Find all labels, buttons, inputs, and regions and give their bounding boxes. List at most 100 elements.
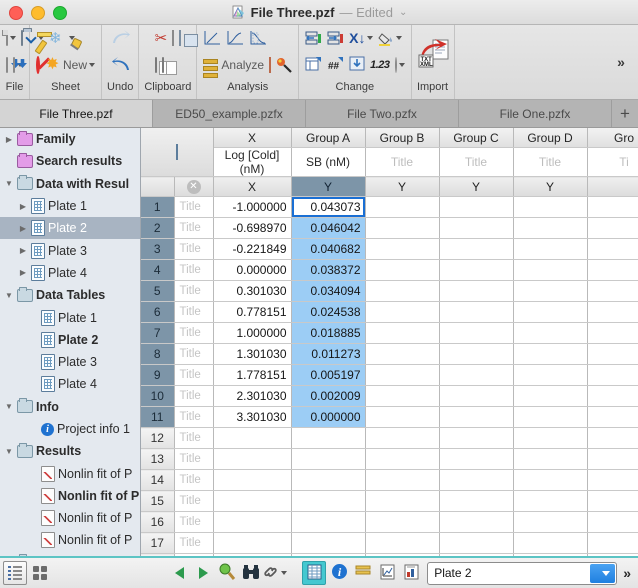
interpolate-button[interactable] <box>268 53 272 77</box>
info-sheets-button[interactable]: i <box>328 562 350 584</box>
open-file-button[interactable] <box>20 26 37 50</box>
cell-empty[interactable] <box>587 448 638 470</box>
chevron-down-icon[interactable] <box>89 63 96 67</box>
redo-button[interactable] <box>109 26 131 50</box>
save-button[interactable] <box>5 53 20 77</box>
cell-empty[interactable] <box>365 343 440 365</box>
row-title-cell[interactable]: Title <box>174 364 214 386</box>
status-overflow-button[interactable]: » <box>623 565 631 581</box>
table-row[interactable]: 15 Title <box>141 490 638 512</box>
cell-x[interactable] <box>213 490 292 512</box>
row-number[interactable]: 12 <box>141 427 175 449</box>
chevron-down-icon[interactable] <box>10 36 16 40</box>
table-body[interactable]: 1 Title -1.000000 0.043073 2 Title -0.698970 0.… <box>141 196 638 556</box>
cell-empty[interactable] <box>587 364 638 386</box>
cell-group-a[interactable] <box>291 469 366 491</box>
row-number[interactable]: 17 <box>141 532 175 554</box>
sidebar-item[interactable]: ▼ Data with Resul <box>0 173 140 195</box>
sidebar-item[interactable]: ▶Plate 3 <box>0 351 140 373</box>
disclosure-triangle-right-icon[interactable]: ▶ <box>5 134 13 144</box>
row-number[interactable]: 3 <box>141 238 175 260</box>
cell-empty[interactable] <box>513 406 588 428</box>
column-subtitle-x[interactable]: Log [Cold] (nM) <box>213 147 292 177</box>
row-title-cell[interactable]: Title <box>174 532 214 554</box>
cell-empty[interactable] <box>587 196 638 218</box>
cell-empty[interactable] <box>587 322 638 344</box>
cell-group-a[interactable]: 0.018885 <box>291 322 366 344</box>
cell-empty[interactable] <box>365 532 440 554</box>
cell-x[interactable]: 0.000000 <box>213 259 292 281</box>
column-subtitle-group-e[interactable]: Ti <box>587 147 638 177</box>
cell-x[interactable]: -0.698970 <box>213 217 292 239</box>
xy-label-x[interactable]: X <box>213 176 292 197</box>
cell-empty[interactable] <box>513 301 588 323</box>
navigator-grid-view-button[interactable] <box>29 562 51 584</box>
results-sheets-button[interactable] <box>352 562 374 584</box>
xy-label-group-d[interactable]: Y <box>513 176 588 197</box>
row-number[interactable]: 5 <box>141 280 175 302</box>
sidebar-item[interactable]: ▶Plate 2 <box>0 329 140 351</box>
cell-empty[interactable] <box>513 280 588 302</box>
cell-x[interactable]: 1.301030 <box>213 343 292 365</box>
cell-group-a[interactable] <box>291 511 366 533</box>
cell-empty[interactable] <box>439 196 514 218</box>
cell-group-a[interactable] <box>291 553 366 556</box>
cell-empty[interactable] <box>439 427 514 449</box>
chevron-down-icon[interactable] <box>68 36 75 40</box>
table-row[interactable]: 2 Title -0.698970 0.046042 <box>141 217 638 239</box>
analyze-button[interactable]: Analyze <box>202 53 265 78</box>
column-header-group-b[interactable]: Group B <box>365 128 440 148</box>
cell-empty[interactable] <box>439 259 514 281</box>
cell-empty[interactable] <box>365 238 440 260</box>
row-number[interactable]: 7 <box>141 322 175 344</box>
row-title-cell[interactable]: Title <box>174 259 214 281</box>
cell-empty[interactable] <box>439 343 514 365</box>
row-title-cell[interactable]: Title <box>174 238 214 260</box>
cell-x[interactable] <box>213 448 292 470</box>
navigator-sidebar[interactable]: ▶Family▶Search results▼Data with Resul▶P… <box>0 128 141 556</box>
cut-button[interactable]: ✂ <box>154 26 169 50</box>
data-tables-button[interactable] <box>302 561 327 585</box>
cell-empty[interactable] <box>365 490 440 512</box>
maximize-window-button[interactable] <box>53 6 67 20</box>
row-title-cell[interactable]: Title <box>174 511 214 533</box>
row-number[interactable]: 4 <box>141 259 175 281</box>
cell-empty[interactable] <box>513 259 588 281</box>
column-subtitle-group-b[interactable]: Title <box>365 147 440 177</box>
disclosure-triangle-down-icon[interactable]: ▼ <box>5 179 13 189</box>
disclosure-triangle-right-icon[interactable]: ▶ <box>19 246 27 256</box>
disclosure-triangle-down-icon[interactable]: ▼ <box>5 290 13 300</box>
cell-empty[interactable] <box>587 280 638 302</box>
find-button[interactable] <box>240 562 262 584</box>
sort-button[interactable]: X↓ <box>348 26 374 50</box>
cell-empty[interactable] <box>587 217 638 239</box>
transpose-button[interactable] <box>348 53 366 77</box>
sidebar-item[interactable]: ▶Plate 3 <box>0 239 140 261</box>
toolbar-overflow-button[interactable]: » <box>617 54 625 70</box>
cell-group-a[interactable] <box>291 490 366 512</box>
cell-empty[interactable] <box>587 490 638 512</box>
row-number[interactable]: 14 <box>141 469 175 491</box>
exclude-button[interactable] <box>35 53 41 77</box>
chevron-down-icon[interactable] <box>396 36 403 40</box>
row-number[interactable]: 18 <box>141 553 175 556</box>
disclosure-triangle-down-icon[interactable]: ▼ <box>5 446 13 456</box>
row-title-cell[interactable]: Title <box>174 280 214 302</box>
cell-group-a[interactable]: 0.024538 <box>291 301 366 323</box>
table-row[interactable]: 6 Title 0.778151 0.024538 <box>141 301 638 323</box>
cell-empty[interactable] <box>439 532 514 554</box>
insert-column-left-button[interactable] <box>304 26 323 50</box>
cell-x[interactable] <box>213 469 292 491</box>
sidebar-item[interactable]: ▶ Plate 4 <box>0 262 140 284</box>
cell-x[interactable]: 3.301030 <box>213 406 292 428</box>
fill-color-button[interactable] <box>377 26 403 50</box>
cell-x[interactable] <box>213 532 292 554</box>
xy-label-group-b[interactable]: Y <box>365 176 440 197</box>
cell-empty[interactable] <box>439 553 514 556</box>
data-table-area[interactable]: X Group A Group B Group C Group D Gro Lo… <box>141 128 638 556</box>
xy-label-group-e[interactable] <box>587 176 638 197</box>
navigator-list-view-button[interactable] <box>3 561 27 585</box>
sidebar-item[interactable]: ▶ Plate 1 <box>0 195 140 217</box>
cell-empty[interactable] <box>365 448 440 470</box>
sidebar-item[interactable]: ▶Search results <box>0 150 140 172</box>
